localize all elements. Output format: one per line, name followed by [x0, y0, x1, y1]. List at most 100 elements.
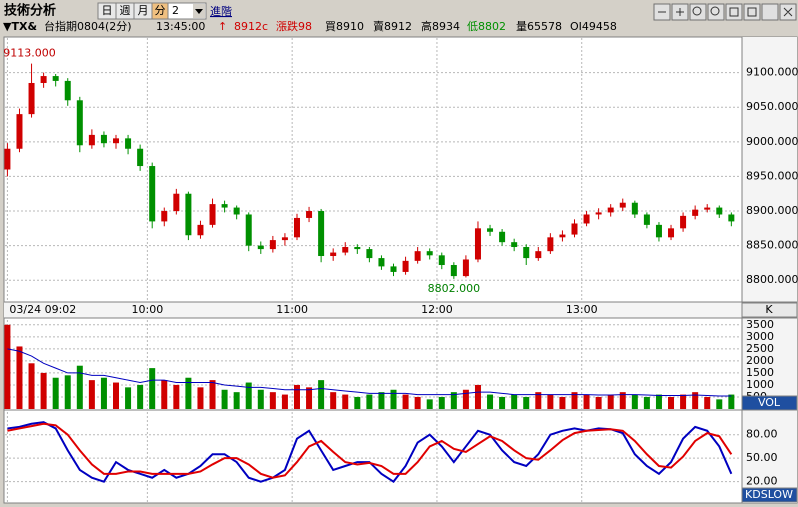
candle-body	[547, 237, 554, 252]
y-tick-label: 9050.000	[746, 100, 798, 113]
candle-body	[402, 260, 409, 272]
volume-bar	[366, 394, 373, 409]
y-tick-label: 3000	[746, 330, 774, 343]
volume-bar	[88, 380, 95, 409]
icon-settings[interactable]	[725, 3, 743, 21]
y-tick-label: 50.00	[746, 451, 778, 464]
candle-body	[450, 265, 457, 277]
volume-bar	[535, 392, 542, 409]
axis-strip	[742, 37, 797, 503]
candle-body	[680, 215, 687, 229]
y-tick-label: 8950.000	[746, 169, 798, 182]
volume-bar	[474, 384, 481, 409]
volume-bar	[655, 394, 662, 409]
volume-bar	[245, 382, 252, 409]
candle-body	[40, 76, 47, 83]
chart-frame	[3, 36, 798, 504]
up-arrow: ↑	[218, 20, 227, 33]
volume-bar	[607, 394, 614, 409]
volume-bar	[680, 394, 687, 409]
kd-line	[7, 422, 733, 479]
icon-zoom-out[interactable]	[707, 3, 725, 21]
volume-bar	[523, 396, 530, 409]
period-value: 2	[172, 4, 179, 17]
volume-bar	[100, 377, 107, 409]
icon-glyph	[692, 6, 702, 16]
window-title: 技術分析	[4, 3, 56, 19]
day-button[interactable]: 日	[102, 4, 113, 17]
y-tick-label: 8850.000	[746, 239, 798, 252]
y-tick-label: 8900.000	[746, 204, 798, 217]
volume-bar	[631, 394, 638, 409]
y-tick-label: 1500	[746, 366, 774, 379]
panel-label: KDSLOW	[745, 488, 793, 501]
advanced-link[interactable]: 進階	[210, 4, 232, 18]
candle-body	[704, 207, 711, 210]
candle-body	[318, 211, 325, 257]
high: 高8934	[421, 19, 460, 33]
week-button[interactable]: 週	[120, 4, 131, 17]
change: 漲跌98	[276, 19, 312, 33]
volume-bar	[354, 396, 361, 409]
volume-bar	[438, 396, 445, 409]
high-annotation: 9113.000	[3, 47, 56, 60]
candle-body	[535, 251, 542, 259]
candle-body	[28, 82, 35, 115]
candle-body	[233, 207, 240, 215]
window-icons	[653, 3, 797, 21]
ask: 賣8912	[373, 19, 412, 33]
volume-bar	[390, 389, 397, 409]
volume-bar	[173, 384, 180, 409]
candle-body	[414, 251, 421, 261]
volume-bar	[728, 394, 735, 409]
volume-bar	[414, 396, 421, 409]
volume-bar	[342, 394, 349, 409]
volume: 量65578	[516, 20, 562, 33]
volume-bar	[293, 384, 300, 409]
volume-bar	[547, 394, 554, 409]
y-tick-label: 3500	[746, 318, 774, 331]
candle-body	[4, 148, 11, 170]
volume-bar	[4, 324, 11, 409]
candle-body	[619, 202, 626, 208]
volume-bar	[450, 392, 457, 409]
candle-body	[523, 247, 530, 259]
volume-bar	[269, 392, 276, 409]
x-tick-label: 03/24 09:02	[9, 303, 76, 316]
candle-body	[149, 166, 156, 222]
volume-ma-line	[7, 348, 732, 397]
candle-body	[583, 214, 590, 224]
x-tick-label: 13:00	[566, 303, 598, 316]
icon-zoom-in[interactable]	[689, 3, 707, 21]
volume-bar	[209, 380, 216, 409]
panel-label: K	[765, 303, 773, 316]
volume-bar	[571, 392, 578, 409]
candle-body	[257, 245, 264, 250]
icon-save[interactable]	[743, 3, 761, 21]
candle-body	[281, 237, 288, 241]
candle-body	[511, 242, 518, 248]
candle-body	[245, 214, 252, 246]
volume-bar	[52, 377, 59, 409]
volume-bar	[668, 396, 675, 409]
panel-label-box	[741, 395, 798, 411]
y-tick-label: 8800.000	[746, 273, 798, 286]
volume-bar	[499, 396, 506, 409]
quote-line: ▼TX& 台指期0804(2分) 13:45:00 ↑ 8912c 漲跌98 買…	[3, 19, 617, 33]
candle-body	[487, 228, 494, 232]
candle-body	[125, 138, 132, 149]
open-interest: OI49458	[570, 20, 617, 33]
volume-bar	[487, 394, 494, 409]
month-button[interactable]: 月	[138, 4, 149, 17]
volume-bar	[402, 394, 409, 409]
volume-bar	[197, 387, 204, 409]
icon-window[interactable]	[761, 3, 779, 21]
volume-bar	[583, 394, 590, 409]
y-tick-label: 9000.000	[746, 135, 798, 148]
candle-body	[137, 148, 144, 167]
volume-bar	[161, 380, 168, 409]
candle-body	[728, 214, 735, 222]
candle-body	[499, 231, 506, 243]
minute-button[interactable]: 分	[155, 4, 166, 17]
volume-bar	[619, 392, 626, 409]
